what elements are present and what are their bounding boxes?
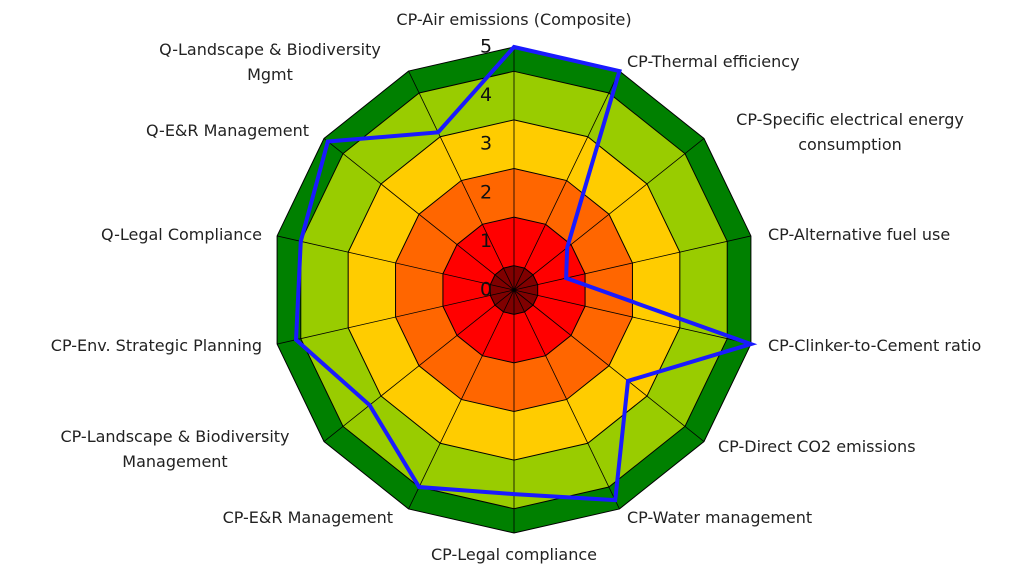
axis-label: CP-Water management (627, 508, 812, 527)
r-tick-label: 3 (480, 133, 492, 155)
axis-label-line: CP-Env. Strategic Planning (51, 336, 262, 355)
axis-label: CP-E&R Management (223, 508, 393, 527)
axis-label-line: CP-Legal compliance (431, 545, 597, 564)
r-tick-label: 4 (480, 84, 492, 106)
axis-label-line: CP-Thermal efficiency (627, 52, 800, 71)
spoke (513, 289, 705, 442)
r-tick-label: 2 (480, 181, 492, 203)
spoke (513, 289, 620, 510)
spoke (277, 235, 515, 291)
axis-label-line: Management (122, 452, 227, 471)
axis-label: Q-Legal Compliance (101, 225, 262, 244)
axis-label: CP-Env. Strategic Planning (51, 336, 262, 355)
axis-label-line: CP-E&R Management (223, 508, 393, 527)
spoke (408, 289, 515, 510)
axis-label-line: Q-Legal Compliance (101, 225, 262, 244)
spoke (323, 138, 515, 291)
axis-label: Q-E&R Management (146, 121, 309, 140)
axis-label-line: Mgmt (247, 65, 293, 84)
r-tick-label: 1 (480, 230, 492, 252)
axis-label-line: CP-Landscape & Biodiversity (60, 427, 289, 446)
axis-label-line: Q-E&R Management (146, 121, 309, 140)
spoke (513, 235, 751, 291)
axis-label: CP-Specific electrical energy consumption (736, 110, 964, 154)
spoke (513, 138, 705, 291)
axis-label: CP-Direct CO2 emissions (718, 437, 916, 456)
axis-label-line: Q-Landscape & Biodiversity (159, 40, 381, 59)
axis-label: CP-Alternative fuel use (768, 225, 950, 244)
axis-label-line: CP-Direct CO2 emissions (718, 437, 916, 456)
axis-label-line: CP-Water management (627, 508, 812, 527)
series-line (294, 44, 758, 503)
spoke (513, 70, 620, 291)
axis-label: CP-Clinker-to-Cement ratio (768, 336, 981, 355)
axis-label-line: CP-Clinker-to-Cement ratio (768, 336, 981, 355)
axis-label-line: CP-Specific electrical energy (736, 110, 964, 129)
axis-label: Q-Landscape & Biodiversity Mgmt (159, 40, 381, 84)
axis-label-line: CP-Alternative fuel use (768, 225, 950, 244)
axis-label-line: consumption (798, 135, 902, 154)
axis-label: CP-Thermal efficiency (627, 52, 800, 71)
axis-label-line: CP-Air emissions (Composite) (396, 10, 631, 29)
spoke (323, 289, 515, 442)
r-tick-label: 5 (480, 36, 492, 58)
spoke (277, 289, 515, 345)
axis-label: CP-Legal compliance (431, 545, 597, 564)
axis-label: CP-Landscape & Biodiversity Management (60, 427, 289, 471)
spoke (408, 70, 515, 291)
r-tick-label: 0 (480, 279, 492, 301)
axis-label: CP-Air emissions (Composite) (396, 10, 631, 29)
spoke (513, 289, 751, 345)
